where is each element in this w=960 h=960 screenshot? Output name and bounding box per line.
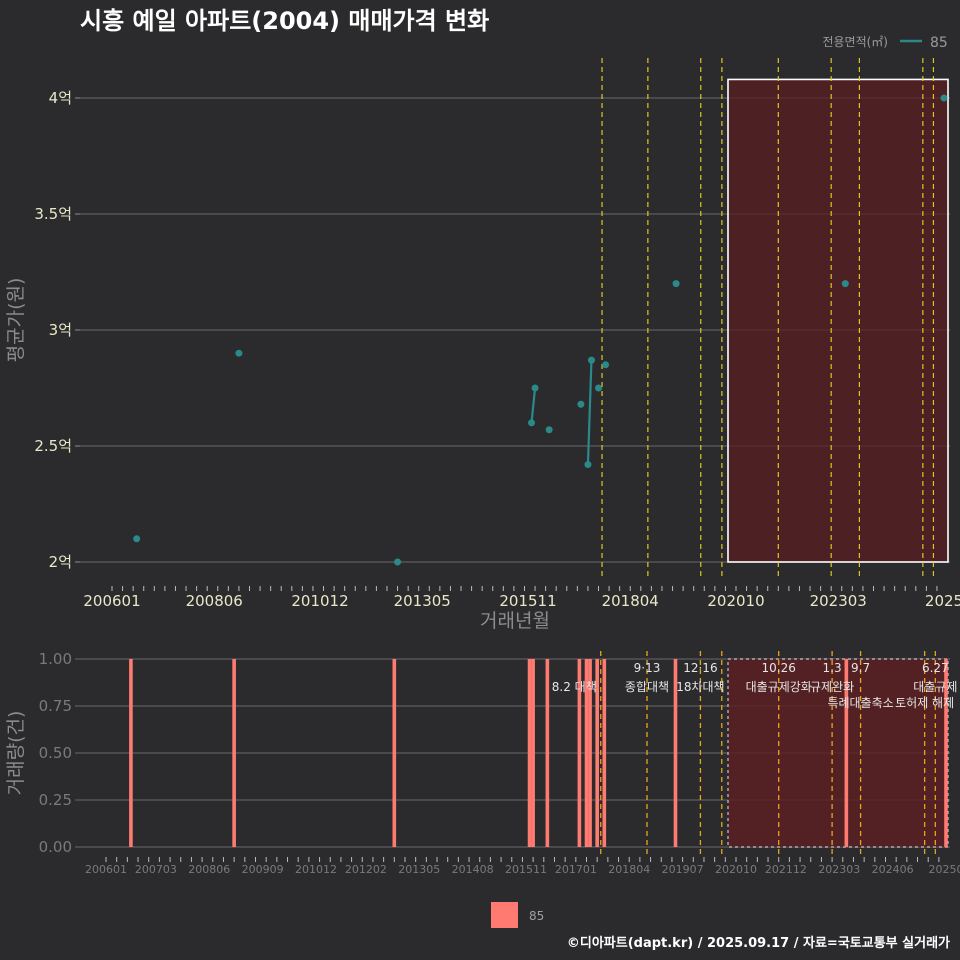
x-tick-label: 201305 xyxy=(398,863,440,876)
price-chart-panel: 2억 2.5억 3억 3.5억 4억 200601 200806 201012 201305 20… xyxy=(5,58,960,632)
x-tick-label: 201907 xyxy=(662,863,704,876)
chart-title: 시흥 예일 아파트(2004) 매매가격 변화 xyxy=(80,7,489,35)
data-point xyxy=(133,535,141,543)
x-minor-ticks xyxy=(111,586,938,591)
legend-title: 전용면적(㎡) xyxy=(822,35,888,49)
y-tick-label: 0.75 xyxy=(39,697,72,715)
annotation-label: 8.2 대책 xyxy=(552,679,597,694)
x-tick-label: 20250 xyxy=(929,863,960,876)
bottom-legend-label: 85 xyxy=(529,909,544,923)
data-point xyxy=(595,384,603,392)
x-tick-label: 200909 xyxy=(242,863,284,876)
annotation-date: 6.27 xyxy=(922,661,949,675)
data-point xyxy=(841,280,849,288)
volume-bar xyxy=(588,659,592,847)
volume-bar xyxy=(844,659,849,847)
annotation-label: 특례대출축소 xyxy=(827,696,893,710)
volume-bar xyxy=(232,659,236,847)
x-tick-label: 202406 xyxy=(872,863,914,876)
volume-bar xyxy=(129,659,133,847)
data-point xyxy=(587,356,595,364)
y-tick-label: 0.00 xyxy=(39,838,72,856)
y-tick-label: 0.25 xyxy=(39,791,72,809)
x-tick-label: 201408 xyxy=(452,863,494,876)
x-tick-label: 200806 xyxy=(186,592,243,610)
annotation-date: 1.3 xyxy=(823,661,842,675)
data-point xyxy=(584,461,592,469)
bottom-legend: 85 xyxy=(491,902,544,928)
data-point xyxy=(602,361,610,369)
data-point xyxy=(672,280,680,288)
data-point xyxy=(940,94,948,102)
x-tick-label: 201012 xyxy=(291,592,348,610)
volume-bar xyxy=(673,659,678,847)
series-line-segment xyxy=(530,387,537,423)
y-tick-label: 3억 xyxy=(49,321,72,339)
annotation-date: 12·16 xyxy=(683,661,717,675)
x-tick-label: 200601 xyxy=(85,863,127,876)
annotation-label: 종합대책 xyxy=(625,679,669,694)
annotation-label: 토허제 해제 xyxy=(895,696,954,710)
volume-bar xyxy=(527,659,532,847)
volume-bar xyxy=(584,659,589,847)
data-point xyxy=(235,349,243,357)
x-tick-label: 201804 xyxy=(608,863,650,876)
x-tick-label: 202303 xyxy=(818,863,860,876)
volume-bar xyxy=(595,659,599,847)
bottom-legend-swatch xyxy=(491,902,518,928)
annotation-date: 9·13 xyxy=(634,661,661,675)
legend-label: 85 xyxy=(930,35,948,51)
volume-bar xyxy=(602,659,607,847)
highlight-region xyxy=(727,78,949,563)
footer-source: ©디아파트(dapt.kr) / 2025.09.17 / 자료=국토교통부 실… xyxy=(567,935,950,951)
annotation-date: 9.7 xyxy=(851,661,870,675)
data-point xyxy=(545,426,553,434)
annotation-label: 대출규제 xyxy=(913,680,957,694)
volume-bar xyxy=(392,659,397,847)
y-tick-label: 4억 xyxy=(49,89,72,107)
x-tick-label: 201202 xyxy=(345,863,387,876)
x-tick-label: 201701 xyxy=(555,863,597,876)
y-axis-label: 거래량(건) xyxy=(5,711,27,796)
y-tick-label: 2억 xyxy=(49,553,72,571)
y-tick-label: 3.5억 xyxy=(34,205,72,223)
data-point xyxy=(528,419,536,427)
data-point xyxy=(394,558,402,566)
y-tick-label: 1.00 xyxy=(39,650,72,668)
x-tick-label: 201511 xyxy=(499,592,556,610)
x-tick-label: 201305 xyxy=(394,592,451,610)
x-tick-label: 201012 xyxy=(295,863,337,876)
y-tick-label: 0.50 xyxy=(39,744,72,762)
data-point xyxy=(577,400,585,408)
x-tick-label: 202010 xyxy=(715,863,757,876)
volume-bar xyxy=(944,659,948,847)
x-tick-label: 200601 xyxy=(83,592,140,610)
x-tick-label: 201804 xyxy=(602,592,659,610)
volume-bar xyxy=(531,659,535,847)
x-tick-label: 2025 xyxy=(925,592,960,610)
annotation-label: 규제완화 xyxy=(810,680,854,694)
annotation-label: 18차대책 xyxy=(676,679,724,694)
legend: 전용면적(㎡) 85 xyxy=(822,35,947,51)
x-tick-label: 202303 xyxy=(810,592,867,610)
annotation-label: 대출규제강화 xyxy=(746,680,812,694)
volume-bar xyxy=(545,659,550,847)
y-tick-label: 2.5억 xyxy=(34,437,72,455)
x-tick-label: 201511 xyxy=(505,863,547,876)
x-tick-label: 200806 xyxy=(188,863,230,876)
x-minor-ticks xyxy=(105,857,940,862)
x-tick-label: 202010 xyxy=(707,592,764,610)
highlight-region xyxy=(727,658,949,848)
data-point xyxy=(531,384,539,392)
volume-bar xyxy=(577,659,582,847)
x-tick-label: 200703 xyxy=(135,863,177,876)
volume-chart-panel: 0.00 0.25 0.50 0.75 1.00 8.2 대책 9·13 종합대책 12·16 1… xyxy=(5,650,960,876)
annotation-date: 10.26 xyxy=(762,661,796,675)
x-axis-label: 거래년월 xyxy=(480,610,550,632)
series-line-segment xyxy=(586,360,593,465)
x-tick-label: 202112 xyxy=(765,863,807,876)
y-axis-label: 평균가(원) xyxy=(5,278,27,363)
